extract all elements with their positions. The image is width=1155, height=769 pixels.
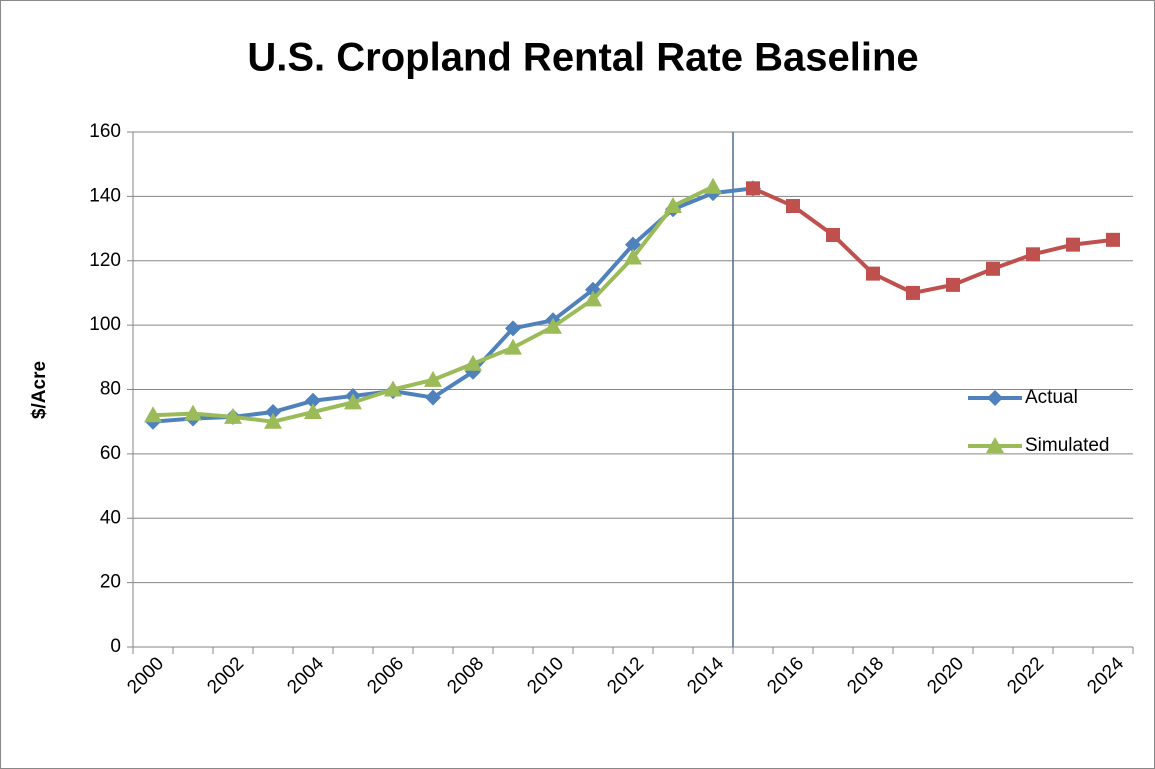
data-point xyxy=(746,181,760,196)
y-tick-label: 100 xyxy=(89,314,121,335)
data-point xyxy=(425,389,441,406)
data-point xyxy=(584,290,602,307)
y-axis-label: $/Acre xyxy=(29,361,50,419)
data-point xyxy=(184,404,202,421)
y-tick-label: 60 xyxy=(100,443,121,464)
chart-title: U.S. Cropland Rental Rate Baseline xyxy=(247,36,918,80)
data-point xyxy=(866,266,880,281)
data-point xyxy=(906,285,920,300)
data-point xyxy=(786,199,800,214)
y-tick-label: 80 xyxy=(100,379,121,400)
data-point xyxy=(1106,232,1120,247)
data-point xyxy=(544,317,562,334)
data-point xyxy=(826,228,840,242)
data-point xyxy=(305,392,321,409)
data-point xyxy=(224,407,242,424)
series-line xyxy=(152,186,754,424)
data-point xyxy=(624,248,642,265)
data-point xyxy=(664,197,682,214)
data-point xyxy=(625,236,641,253)
legend-label: Actual xyxy=(1025,387,1078,408)
data-point xyxy=(1026,247,1040,262)
y-tick-label: 160 xyxy=(89,121,121,142)
y-tick-label: 20 xyxy=(100,572,121,593)
series-line xyxy=(752,186,1114,295)
data-point xyxy=(144,406,162,423)
data-point xyxy=(424,370,442,387)
legend-label: Simulated xyxy=(1025,435,1110,456)
data-point xyxy=(264,412,282,429)
data-point xyxy=(504,338,522,355)
data-point xyxy=(946,277,960,292)
data-point xyxy=(986,261,1000,276)
data-point xyxy=(265,404,281,421)
data-point xyxy=(304,403,322,420)
data-point xyxy=(464,354,482,371)
y-tick-label: 140 xyxy=(89,185,121,206)
data-point xyxy=(344,393,362,410)
y-tick-label: 40 xyxy=(100,507,121,528)
data-point xyxy=(704,177,722,194)
legend-marker xyxy=(987,390,1003,406)
y-tick-label: 120 xyxy=(89,250,121,271)
data-point xyxy=(505,320,521,337)
data-point xyxy=(1066,237,1080,252)
y-tick-label: 0 xyxy=(110,636,121,657)
data-point xyxy=(384,380,402,397)
legend-marker xyxy=(986,437,1004,453)
